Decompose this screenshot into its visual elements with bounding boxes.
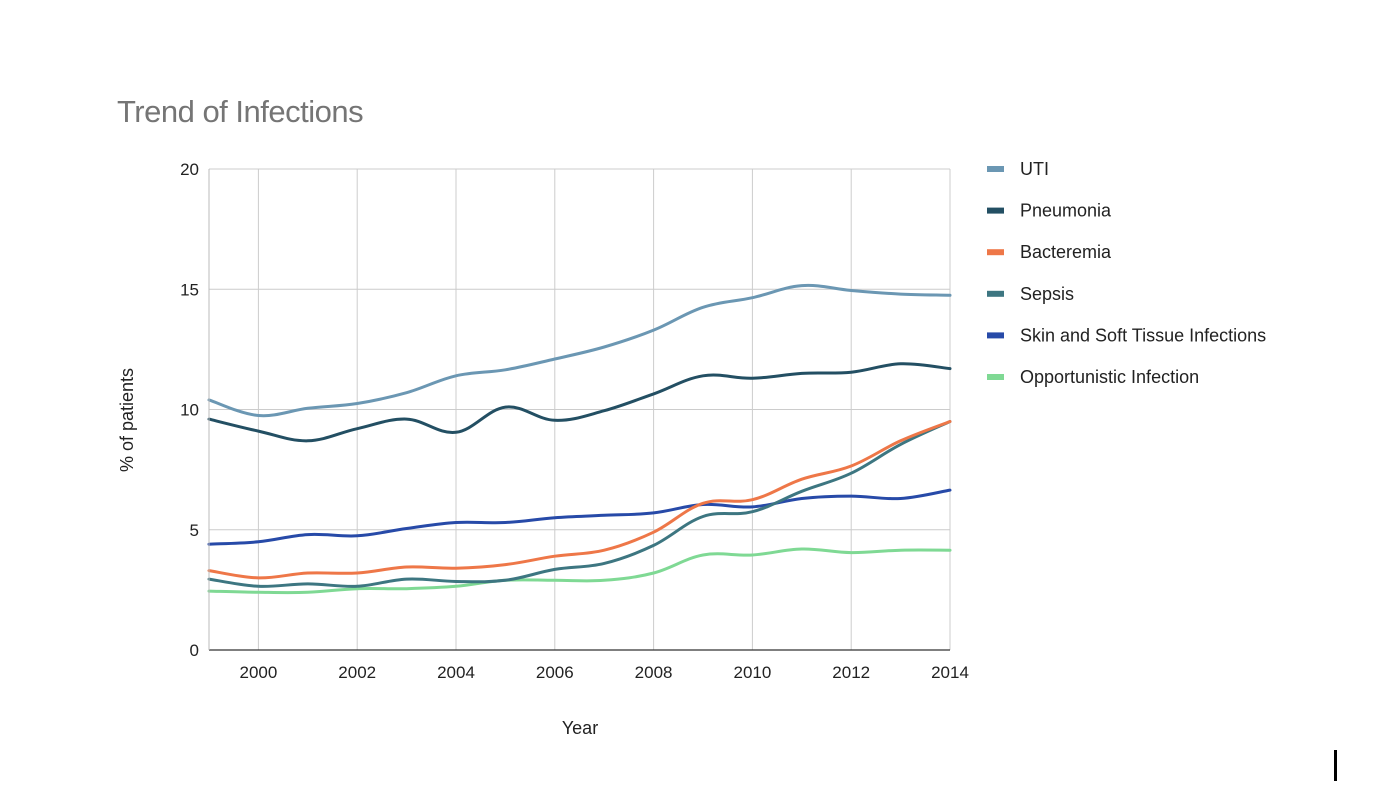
axes — [208, 169, 950, 651]
legend-swatch — [987, 166, 1004, 172]
legend-item-bacteremia[interactable]: Bacteremia — [987, 242, 1112, 262]
legend-swatch — [987, 374, 1004, 380]
series-line-skin-and-soft-tissue-infections — [207, 488, 952, 546]
legend-label: UTI — [1020, 159, 1049, 179]
legend: UTI Pneumonia Bacteremia Sepsis Skin and Sof… — [987, 159, 1266, 387]
legend-item-skin-and-soft-tissue-infections[interactable]: Skin and Soft Tissue Infections — [987, 325, 1266, 345]
series-line-uti — [207, 283, 952, 418]
legend-item-pneumonia[interactable]: Pneumonia — [987, 201, 1112, 221]
y-tick-label: 10 — [180, 401, 199, 420]
legend-swatch — [987, 207, 1004, 214]
legend-label: Opportunistic Infection — [1020, 367, 1199, 387]
x-tick-label: 2010 — [733, 663, 771, 682]
legend-swatch — [987, 290, 1004, 297]
legend-item-sepsis[interactable]: Sepsis — [987, 284, 1074, 304]
x-tick-label: 2000 — [239, 663, 277, 682]
x-tick-label: 2002 — [338, 663, 376, 682]
y-tick-label: 20 — [180, 160, 199, 179]
tick-labels: 0 5 10 15 20 2000 2002 2004 2006 2008 2010 2012 2014 — [180, 160, 969, 682]
x-tick-label: 2014 — [931, 663, 969, 682]
series-line-sepsis — [207, 420, 952, 588]
x-tick-label: 2006 — [536, 663, 574, 682]
series-lines — [207, 283, 952, 595]
gridlines — [209, 168, 951, 650]
series-line-bacteremia — [207, 420, 952, 580]
x-axis-label: Year — [562, 718, 598, 738]
legend-label: Skin and Soft Tissue Infections — [1020, 325, 1266, 345]
series-line-pneumonia — [207, 362, 952, 443]
y-tick-label: 5 — [190, 521, 199, 540]
legend-label: Sepsis — [1020, 284, 1074, 304]
y-tick-label: 15 — [180, 280, 199, 299]
legend-label: Bacteremia — [1020, 242, 1112, 262]
legend-item-uti[interactable]: UTI — [987, 159, 1049, 179]
legend-label: Pneumonia — [1020, 201, 1112, 221]
series-line-opportunistic-infection — [207, 547, 952, 595]
x-tick-label: 2004 — [437, 663, 475, 682]
legend-item-opportunistic-infection[interactable]: Opportunistic Infection — [987, 367, 1199, 387]
x-tick-label: 2008 — [635, 663, 673, 682]
x-tick-label: 2012 — [832, 663, 870, 682]
legend-swatch — [987, 249, 1004, 256]
legend-swatch — [987, 332, 1004, 339]
y-axis-label: % of patients — [117, 368, 137, 472]
y-tick-label: 0 — [190, 641, 199, 660]
text-cursor — [1334, 750, 1337, 781]
chart-title: Trend of Infections — [117, 94, 364, 129]
